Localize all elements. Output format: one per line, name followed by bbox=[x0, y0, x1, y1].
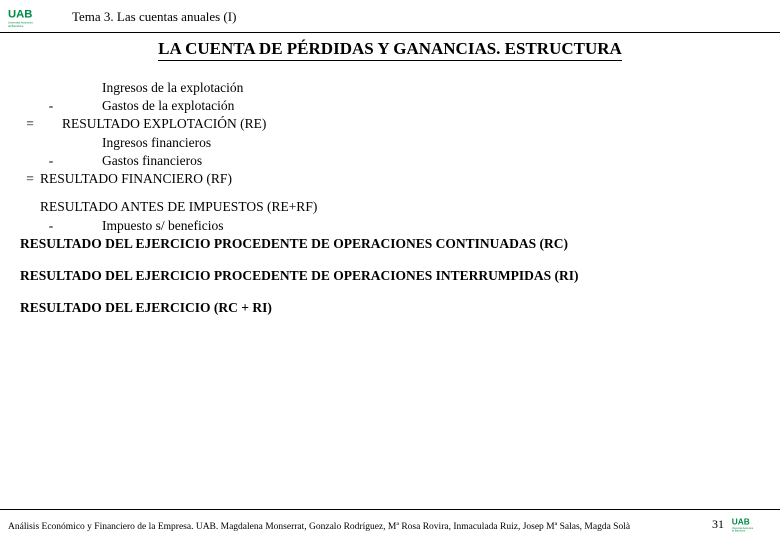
page-number: 31 bbox=[694, 517, 730, 532]
svg-text:de Barcelona: de Barcelona bbox=[732, 530, 746, 532]
svg-text:UAB: UAB bbox=[8, 8, 32, 20]
line-ingresos-financieros: Ingresos financieros bbox=[20, 134, 760, 152]
line-gastos-financieros: - Gastos financieros bbox=[20, 152, 760, 170]
text: Gastos financieros bbox=[62, 152, 760, 170]
main-title: LA CUENTA DE PÉRDIDAS Y GANANCIAS. ESTRU… bbox=[158, 39, 622, 61]
line-impuesto-beneficios: - Impuesto s/ beneficios bbox=[20, 217, 760, 235]
content-body: Ingresos de la explotación - Gastos de l… bbox=[0, 79, 780, 317]
text: RESULTADO ANTES DE IMPUESTOS (RE+RF) bbox=[40, 198, 760, 216]
slide-page: UAB Universitat Autònoma de Barcelona Te… bbox=[0, 0, 780, 540]
text: Ingresos de la explotación bbox=[62, 79, 760, 97]
text: RESULTADO DEL EJERCICIO PROCEDENTE DE OP… bbox=[20, 267, 760, 285]
line-resultado-explotacion: = RESULTADO EXPLOTACIÓN (RE) bbox=[20, 115, 760, 133]
svg-text:Universitat Autònoma: Universitat Autònoma bbox=[8, 21, 33, 25]
line-ingresos-explotacion: Ingresos de la explotación bbox=[20, 79, 760, 97]
line-gastos-explotacion: - Gastos de la explotación bbox=[20, 97, 760, 115]
uab-logo: UAB Universitat Autònoma de Barcelona bbox=[8, 6, 60, 28]
text: RESULTADO FINANCIERO (RF) bbox=[40, 170, 760, 188]
topic-title: Tema 3. Las cuentas anuales (I) bbox=[72, 9, 236, 25]
text: RESULTADO EXPLOTACIÓN (RE) bbox=[62, 115, 760, 133]
slide-footer: Análisis Económico y Financiero de la Em… bbox=[8, 516, 772, 532]
minus-sign: - bbox=[40, 152, 62, 170]
uab-logo-footer: UAB Universitat Autònoma de Barcelona bbox=[730, 516, 772, 532]
equals-sign: = bbox=[20, 115, 40, 133]
text: RESULTADO DEL EJERCICIO PROCEDENTE DE OP… bbox=[20, 235, 760, 253]
equals-sign: = bbox=[20, 170, 40, 188]
title-wrap: LA CUENTA DE PÉRDIDAS Y GANANCIAS. ESTRU… bbox=[0, 39, 780, 61]
line-resultado-antes-impuestos: RESULTADO ANTES DE IMPUESTOS (RE+RF) bbox=[20, 198, 760, 216]
line-resultado-ejercicio: RESULTADO DEL EJERCICIO (RC + RI) bbox=[20, 299, 760, 317]
text: Ingresos financieros bbox=[62, 134, 760, 152]
text: Impuesto s/ beneficios bbox=[62, 217, 760, 235]
line-resultado-financiero: = RESULTADO FINANCIERO (RF) bbox=[20, 170, 760, 188]
footer-text: Análisis Económico y Financiero de la Em… bbox=[8, 522, 694, 532]
slide-header: UAB Universitat Autònoma de Barcelona Te… bbox=[0, 0, 780, 32]
minus-sign: - bbox=[40, 97, 62, 115]
svg-text:UAB: UAB bbox=[732, 516, 750, 526]
footer-divider bbox=[0, 509, 780, 510]
line-resultado-continuadas: RESULTADO DEL EJERCICIO PROCEDENTE DE OP… bbox=[20, 235, 760, 253]
text: Gastos de la explotación bbox=[62, 97, 760, 115]
svg-text:Universitat Autònoma: Universitat Autònoma bbox=[732, 527, 754, 530]
minus-sign: - bbox=[40, 217, 62, 235]
header-divider bbox=[0, 32, 780, 33]
text: RESULTADO DEL EJERCICIO (RC + RI) bbox=[20, 299, 760, 317]
svg-text:de Barcelona: de Barcelona bbox=[8, 24, 24, 28]
line-resultado-interrumpidas: RESULTADO DEL EJERCICIO PROCEDENTE DE OP… bbox=[20, 267, 760, 285]
